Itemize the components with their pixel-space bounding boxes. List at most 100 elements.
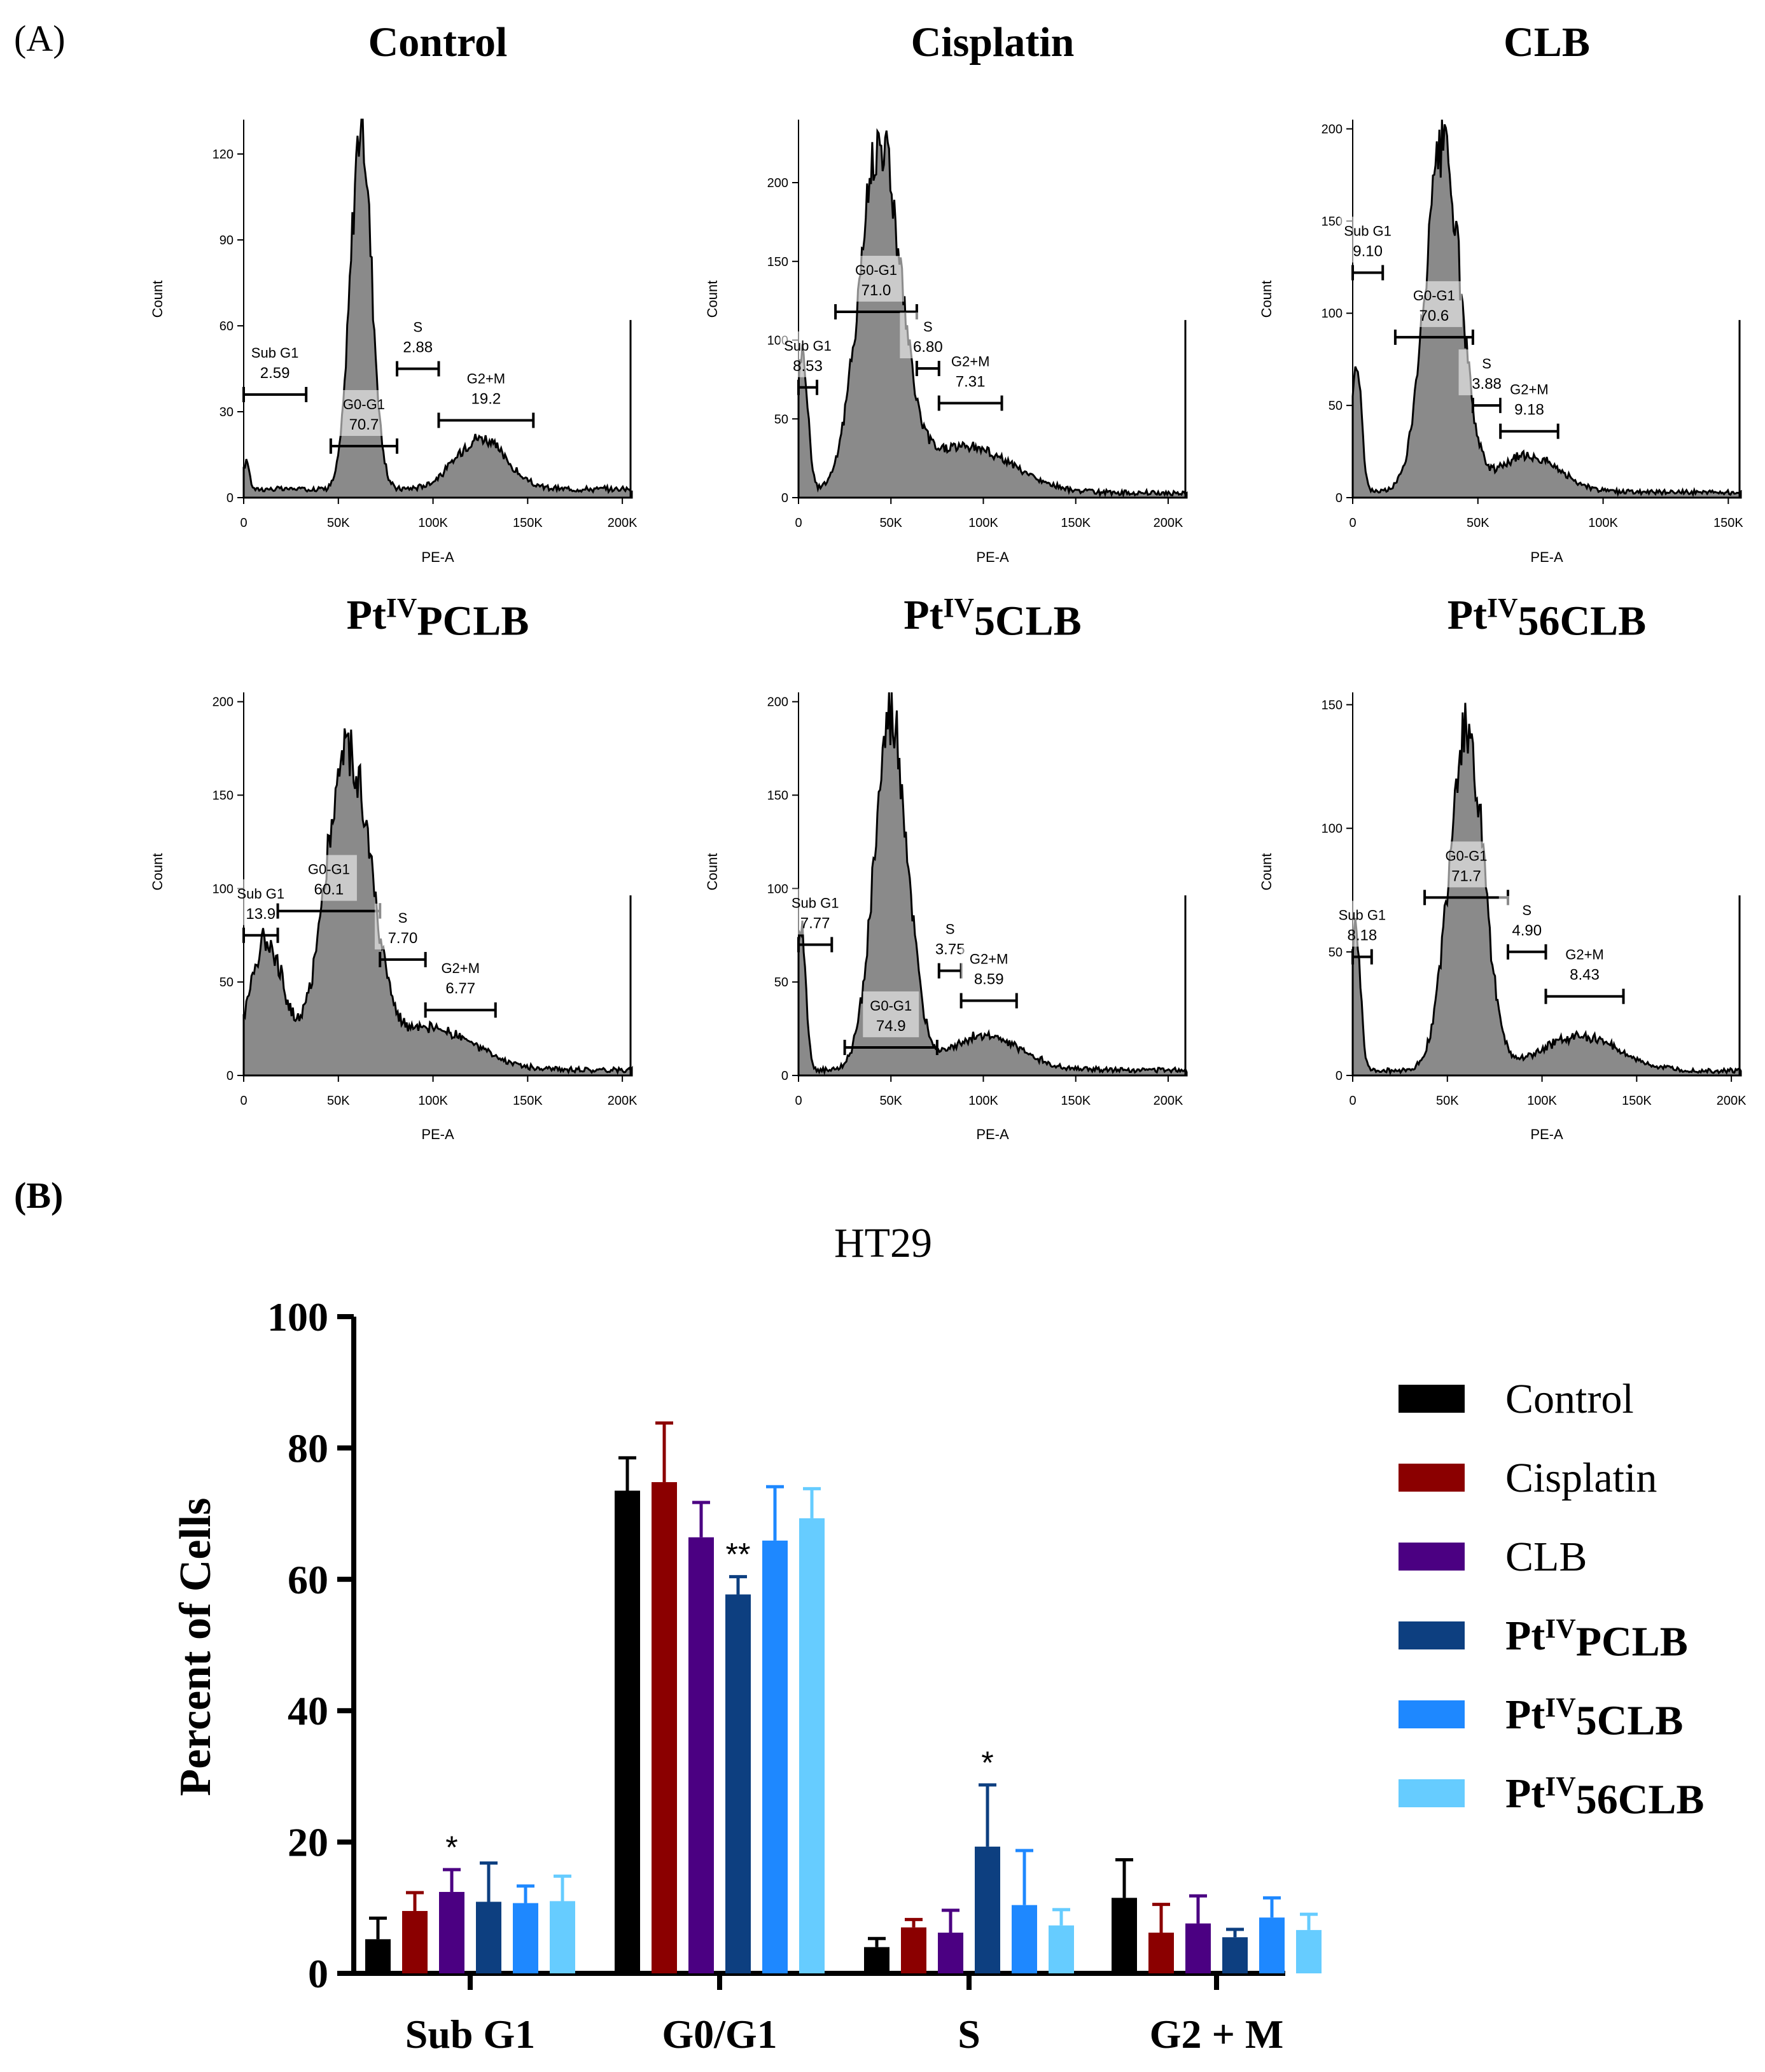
y-tick-label: 200 bbox=[213, 696, 234, 710]
y-tick-label: 200 bbox=[1322, 122, 1343, 136]
legend-label-ptiv56clb: PtIV56CLB bbox=[1505, 1770, 1704, 1823]
gate-name: G0-G1 bbox=[343, 396, 385, 412]
x-tick-label: 0 bbox=[240, 516, 247, 530]
x-tick-label: 50K bbox=[879, 516, 902, 530]
gate-name: G2+M bbox=[970, 951, 1008, 967]
gate-g0-g1: G0-G1 71.7 bbox=[1423, 841, 1509, 906]
y-tick-label: 30 bbox=[220, 405, 234, 419]
x-axis-label: PE-A bbox=[976, 549, 1009, 565]
y-tick-label: 150 bbox=[767, 789, 788, 803]
gate-name: G0-G1 bbox=[1413, 288, 1455, 304]
gate-value: 13.9 bbox=[246, 906, 276, 923]
y-tick-label: 50 bbox=[774, 976, 788, 990]
y-tick-label: 100 bbox=[1322, 822, 1343, 836]
bar-y-tick-label: 0 bbox=[308, 1951, 328, 1996]
y-tick-label: 0 bbox=[1336, 491, 1343, 505]
gate-name: Sub G1 bbox=[792, 895, 839, 911]
bar-ptivpclb-s bbox=[975, 1846, 1000, 1973]
gate-name: G0-G1 bbox=[308, 862, 350, 878]
y-tick-label: 0 bbox=[1336, 1069, 1343, 1083]
gate-g2-m: G2+M 7.31 bbox=[937, 347, 1003, 411]
legend-swatch-cisplatin bbox=[1399, 1464, 1465, 1492]
y-axis-label: Count bbox=[150, 853, 165, 891]
histogram-area bbox=[242, 728, 633, 1077]
gate-value: 60.1 bbox=[314, 881, 344, 899]
bar-ptivpclb-g2-m bbox=[1222, 1937, 1248, 1973]
gate-label-bg bbox=[335, 390, 392, 436]
bar-control-s bbox=[864, 1947, 889, 1973]
bar-control-g2-m bbox=[1112, 1898, 1137, 1973]
gate-label-bg bbox=[848, 255, 904, 302]
x-tick-label: 0 bbox=[795, 516, 802, 530]
x-axis-label: PE-A bbox=[421, 1126, 454, 1142]
panel-b-label: (B) bbox=[14, 1175, 63, 1216]
gate-name: S bbox=[398, 910, 408, 926]
y-axis-label: Count bbox=[150, 281, 165, 318]
bar-y-tick-label: 80 bbox=[288, 1425, 328, 1471]
x-tick-label: 150K bbox=[513, 1094, 543, 1108]
bar-ptiv5clb-g2-m bbox=[1259, 1917, 1285, 1973]
gate-name: S bbox=[945, 921, 955, 937]
gate-label-bg bbox=[1406, 281, 1462, 327]
bar-y-tick-label: 60 bbox=[288, 1557, 328, 1602]
gate-value: 9.10 bbox=[1353, 242, 1383, 260]
significance-marker: * bbox=[445, 1830, 457, 1865]
y-tick-label: 150 bbox=[213, 789, 234, 803]
y-axis-label: Count bbox=[1259, 281, 1274, 318]
legend-swatch-ptiv5clb bbox=[1399, 1700, 1465, 1728]
bar-ptiv5clb-g0-g1 bbox=[762, 1540, 788, 1973]
bar-y-tick-label: 40 bbox=[288, 1688, 328, 1733]
gate-value: 70.6 bbox=[1420, 307, 1449, 325]
gate-value: 2.88 bbox=[403, 339, 433, 356]
y-axis-label: Count bbox=[704, 853, 720, 891]
bar-ptivpclb-sub-g1 bbox=[476, 1901, 501, 1973]
bar-legend: Control Cisplatin CLB PtIVPCLB PtIV5CLB PtIV5… bbox=[1399, 1376, 1704, 1823]
gate-value: 3.88 bbox=[1472, 375, 1502, 393]
gate-label-bg bbox=[389, 312, 446, 359]
x-tick-label: 0 bbox=[795, 1094, 802, 1108]
histogram-area bbox=[797, 692, 1188, 1077]
gate-value: 8.59 bbox=[974, 971, 1004, 988]
gate-label-bg bbox=[863, 991, 919, 1037]
bar-ptiv56clb-sub-g1 bbox=[550, 1901, 575, 1973]
gate-name: G2+M bbox=[951, 354, 990, 370]
gate-value: 6.80 bbox=[913, 339, 943, 356]
gate-g2-m: G2+M 19.2 bbox=[437, 364, 535, 428]
legend-swatch-ptivpclb bbox=[1399, 1621, 1465, 1649]
category-label-g0-g1: G0/G1 bbox=[662, 2012, 777, 2057]
gate-value: 7.77 bbox=[800, 914, 830, 932]
bar-cisplatin-g0-g1 bbox=[652, 1482, 677, 1973]
gate-label-bg bbox=[1339, 216, 1396, 263]
gate-label-bg bbox=[300, 855, 357, 901]
y-tick-label: 200 bbox=[767, 696, 788, 710]
gate-value: 74.9 bbox=[876, 1018, 906, 1035]
gate-name: Sub G1 bbox=[1339, 907, 1386, 923]
gate-g2-m: G2+M 6.77 bbox=[424, 954, 497, 1018]
x-tick-label: 200K bbox=[1154, 516, 1183, 530]
gate-value: 8.43 bbox=[1570, 967, 1600, 984]
gate-value: 3.75 bbox=[935, 941, 965, 958]
legend-label-cisplatin: Cisplatin bbox=[1505, 1455, 1657, 1501]
bar-clb-g2-m bbox=[1185, 1923, 1211, 1973]
gate-value: 7.31 bbox=[956, 374, 986, 391]
category-label-sub-g1: Sub G1 bbox=[405, 2012, 536, 2057]
y-tick-label: 50 bbox=[1329, 946, 1343, 960]
legend-label-control: Control bbox=[1505, 1376, 1634, 1422]
x-tick-label: 100K bbox=[418, 1094, 448, 1108]
x-axis-label: PE-A bbox=[1530, 1126, 1563, 1142]
y-tick-label: 100 bbox=[1322, 307, 1343, 321]
histogram-title: PtIV56CLB bbox=[1448, 592, 1646, 644]
legend-swatch-ptiv56clb bbox=[1399, 1779, 1465, 1807]
gate-name: Sub G1 bbox=[1344, 223, 1392, 239]
histogram-ptiv5clb: PtIV5CLB 0 50 100 150 200 0 50K 100K 150K 200K PE-A… bbox=[704, 592, 1188, 1142]
gate-label-bg bbox=[232, 879, 289, 925]
gate-name: S bbox=[413, 319, 422, 335]
x-tick-label: 0 bbox=[1349, 516, 1356, 530]
gate-g0-g1: G0-G1 70.7 bbox=[329, 390, 399, 454]
bar-cisplatin-g2-m bbox=[1148, 1933, 1174, 1973]
gate-label-bg bbox=[942, 347, 999, 393]
histogram-control: Control 0 30 60 90 120 0 50K 100K 150K 200K PE-A Cou… bbox=[150, 19, 638, 565]
gate-s: S 2.88 bbox=[389, 312, 446, 377]
bar-chart-ht29: HT29 0 20 40 60 80 100 Percent of Cells Sub G1 G0… bbox=[171, 1220, 1704, 2057]
gate-label-bg bbox=[374, 903, 431, 949]
